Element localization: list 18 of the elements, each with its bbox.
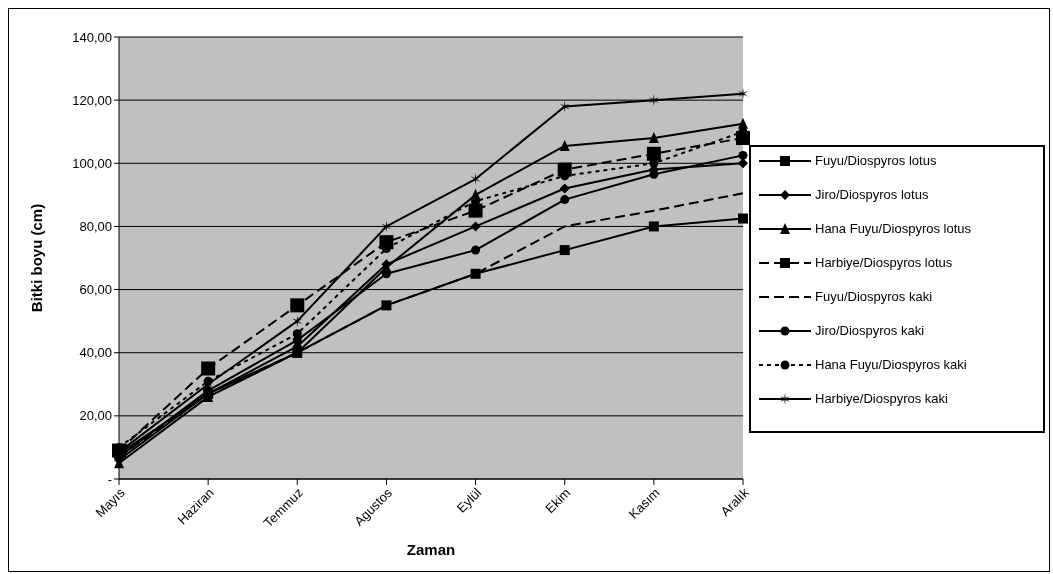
y-tick-label: 20,00 <box>79 408 112 424</box>
legend-label: Harbiye/Diospyros kaki <box>815 391 949 406</box>
y-tick-label: 100,00 <box>72 155 112 171</box>
y-tick-label: 60,00 <box>79 282 112 298</box>
legend-label: Hana Fuyu/Diospyros lotus <box>815 221 973 236</box>
legend-label: Fuyu/Diospyros kaki <box>815 289 934 304</box>
x-axis-title: Zaman <box>406 541 456 558</box>
y-tick-label: 140,00 <box>72 29 112 45</box>
legend-label: Jiro/Diospyros kaki <box>815 323 926 338</box>
legend-label: Jiro/Diospyros lotus <box>815 187 930 202</box>
y-tick-label: 120,00 <box>72 92 112 108</box>
y-tick-label: 40,00 <box>79 345 112 361</box>
legend-label: Fuyu/Diospyros lotus <box>815 153 938 168</box>
y-tick-label: - <box>107 471 112 487</box>
legend-label: Harbiye/Diospyros lotus <box>815 255 954 270</box>
y-axis-title: Bitki boyu (cm) <box>28 203 46 313</box>
y-tick-label: 80,00 <box>79 219 112 235</box>
legend-label: Hana Fuyu/Diospyros kaki <box>815 357 968 372</box>
